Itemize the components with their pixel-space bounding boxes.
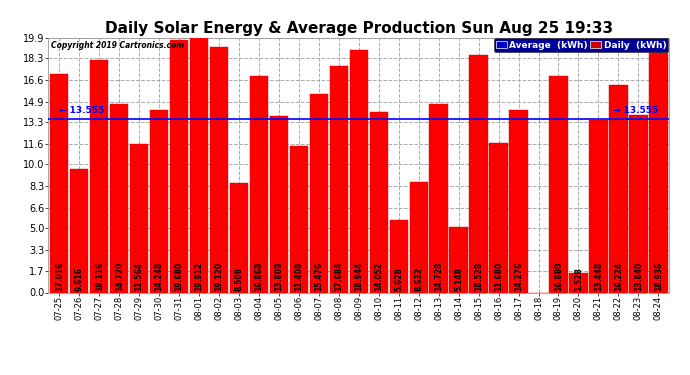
- Bar: [170, 40, 188, 292]
- Text: 16.224: 16.224: [614, 261, 623, 291]
- Bar: [410, 182, 428, 292]
- Text: 13.808: 13.808: [275, 261, 284, 291]
- Text: 19.912: 19.912: [195, 261, 204, 291]
- Bar: [310, 94, 328, 292]
- Text: 17.016: 17.016: [55, 261, 63, 291]
- Bar: [210, 48, 228, 292]
- Text: 11.408: 11.408: [295, 261, 304, 291]
- Text: 18.528: 18.528: [474, 261, 483, 291]
- Bar: [469, 55, 488, 292]
- Bar: [130, 144, 148, 292]
- Text: 16.868: 16.868: [255, 261, 264, 291]
- Text: 18.116: 18.116: [95, 261, 103, 291]
- Text: 14.728: 14.728: [434, 261, 443, 291]
- Legend: Average  (kWh), Daily  (kWh): Average (kWh), Daily (kWh): [494, 38, 669, 52]
- Bar: [509, 110, 528, 292]
- Bar: [629, 115, 647, 292]
- Text: 11.564: 11.564: [135, 262, 144, 291]
- Bar: [190, 38, 208, 292]
- Text: 14.276: 14.276: [514, 261, 523, 291]
- Text: 11.680: 11.680: [494, 261, 503, 291]
- Bar: [549, 76, 568, 292]
- Bar: [230, 183, 248, 292]
- Bar: [350, 50, 368, 292]
- Text: 19.120: 19.120: [215, 261, 224, 291]
- Bar: [370, 112, 388, 292]
- Bar: [250, 76, 268, 292]
- Bar: [290, 146, 308, 292]
- Text: 14.248: 14.248: [155, 261, 164, 291]
- Text: 13.840: 13.840: [634, 261, 643, 291]
- Text: 5.628: 5.628: [394, 267, 403, 291]
- Text: 17.684: 17.684: [335, 261, 344, 291]
- Bar: [589, 120, 608, 292]
- Bar: [609, 85, 628, 292]
- Bar: [390, 220, 408, 292]
- Text: 1.528: 1.528: [574, 267, 583, 291]
- Bar: [449, 226, 468, 292]
- Text: 16.880: 16.880: [554, 261, 563, 291]
- Text: 8.508: 8.508: [235, 267, 244, 291]
- Bar: [150, 110, 168, 292]
- Bar: [70, 169, 88, 292]
- Text: 15.476: 15.476: [315, 261, 324, 291]
- Bar: [50, 75, 68, 292]
- Text: 18.944: 18.944: [354, 261, 364, 291]
- Text: 13.448: 13.448: [594, 261, 603, 291]
- Text: 9.616: 9.616: [75, 267, 83, 291]
- Bar: [270, 116, 288, 292]
- Text: 18.936: 18.936: [654, 261, 663, 291]
- Bar: [429, 104, 448, 292]
- Text: 19.680: 19.680: [175, 261, 184, 291]
- Bar: [569, 273, 588, 292]
- Text: 5.148: 5.148: [454, 267, 463, 291]
- Text: ← 13.555: ← 13.555: [59, 106, 104, 115]
- Bar: [649, 50, 667, 292]
- Text: 14.720: 14.720: [115, 261, 124, 291]
- Text: 8.632: 8.632: [414, 267, 423, 291]
- Text: → 13.555: → 13.555: [613, 106, 658, 115]
- Bar: [489, 143, 508, 292]
- Bar: [90, 60, 108, 292]
- Title: Daily Solar Energy & Average Production Sun Aug 25 19:33: Daily Solar Energy & Average Production …: [105, 21, 613, 36]
- Bar: [110, 104, 128, 292]
- Text: Copyright 2019 Cartronics.com: Copyright 2019 Cartronics.com: [51, 41, 185, 50]
- Bar: [330, 66, 348, 292]
- Text: 14.052: 14.052: [374, 262, 383, 291]
